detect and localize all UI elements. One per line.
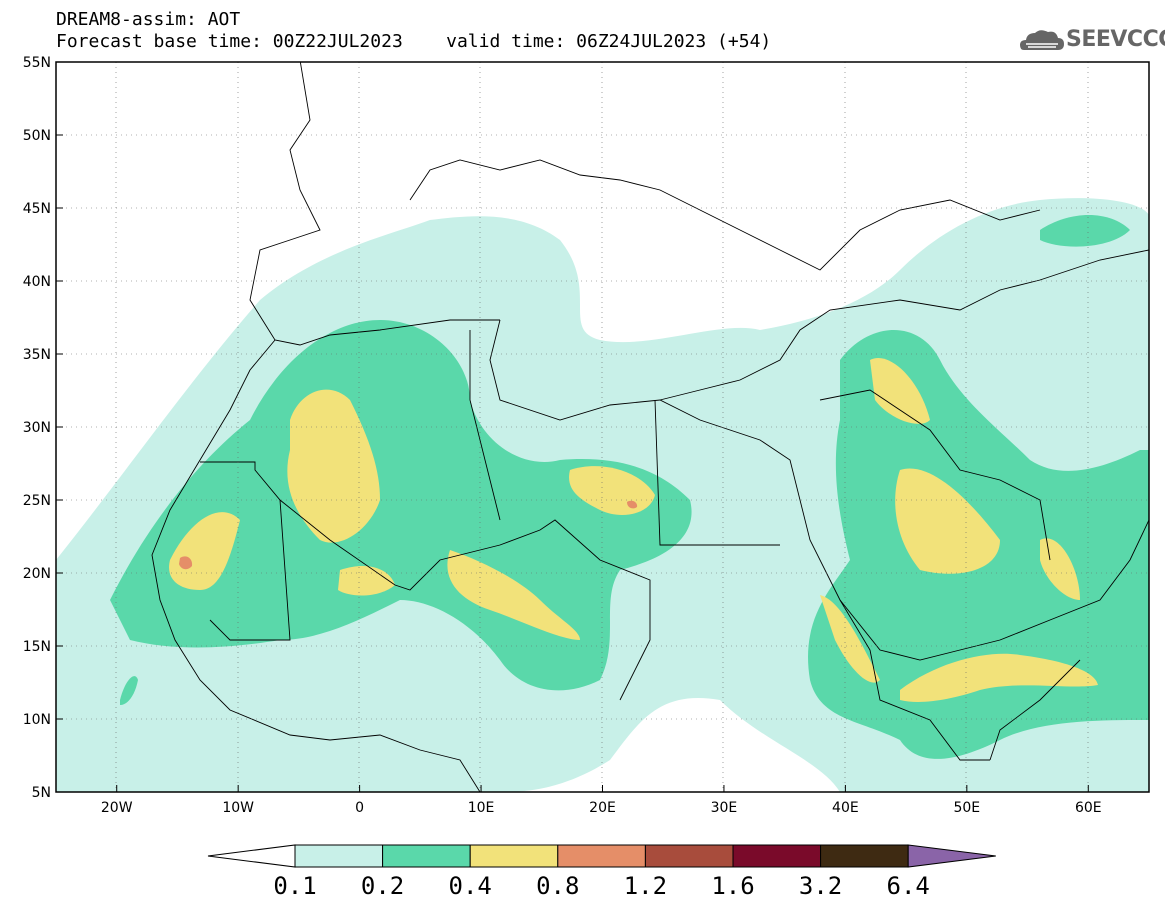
cloud-logo-icon [1020,30,1064,50]
colorbar-box [557,844,646,868]
colorbar-label: 6.4 [887,872,930,900]
aot-level-0.2 [120,676,138,705]
colorbar-box [469,844,559,868]
forecast-time-line: Forecast base time: 00Z22JUL2023 valid t… [56,31,772,52]
lat-tick-label: 40N [23,274,51,290]
aot-level-0.4 [287,389,380,543]
aot-level-0.2 [1040,215,1130,247]
colorbar-box [820,844,909,868]
colorbar-label: 0.8 [536,872,579,900]
aot-level-0.2 [110,320,692,691]
graticule [56,62,1149,792]
colorbar-above-arrow [907,844,996,868]
lat-tick-label: 5N [32,785,51,801]
lon-tick-label: 10W [222,800,254,816]
colorbar-box [382,844,471,868]
lat-tick-label: 30N [23,420,51,436]
lon-tick-label: 0 [355,800,364,816]
colorbar-label: 0.1 [273,872,316,900]
logo-text: SEEVCCC [1066,27,1165,52]
aot-level-0.4 [447,550,580,640]
aot-field [56,198,1149,792]
aot-level-0.4 [1040,538,1080,600]
lat-tick-label: 50N [23,128,51,144]
lon-tick-label: 30E [711,800,738,816]
colorbar-label: 0.4 [449,872,492,900]
aot-level-0.8 [179,556,193,570]
aot-level-0.4 [895,468,1000,574]
coastlines-borders [151,62,1149,792]
colorbar-box [644,844,734,868]
aot-level-0.4 [870,358,930,424]
aot-level-0.8 [627,500,638,509]
colorbar-label: 1.6 [711,872,754,900]
colorbar-box [732,844,822,868]
lon-tick-label: 40E [832,800,859,816]
aot-level-0.4 [820,595,880,683]
axis-ticks: 20W 10W 0 10E 20E 30E 40E 50E 60E 55N 50N 45N 40N 35N… [23,55,1102,816]
lat-tick-label: 20N [23,566,51,582]
lon-tick-label: 20E [589,800,616,816]
lat-tick-label: 10N [23,712,51,728]
lat-tick-label: 15N [23,639,51,655]
map-title: DREAM8-assim: AOT [56,9,241,30]
lon-tick-label: 50E [953,800,980,816]
lat-tick-label: 55N [23,55,51,71]
colorbar-below-arrow [207,844,296,868]
colorbar-label: 3.2 [799,872,842,900]
aot-level-0.4 [900,653,1098,702]
aot-level-0.4 [169,512,240,590]
aot-level-0.4 [338,565,395,596]
lon-tick-label: 10E [468,800,495,816]
lat-tick-label: 35N [23,347,51,363]
colorbar-label: 1.2 [624,872,667,900]
lon-tick-label: 60E [1075,800,1102,816]
lat-tick-label: 25N [23,493,51,509]
colorbar-label: 0.2 [361,872,404,900]
lat-tick-label: 45N [23,201,51,217]
lon-tick-label: 20W [101,800,133,816]
colorbar-box [294,844,384,868]
